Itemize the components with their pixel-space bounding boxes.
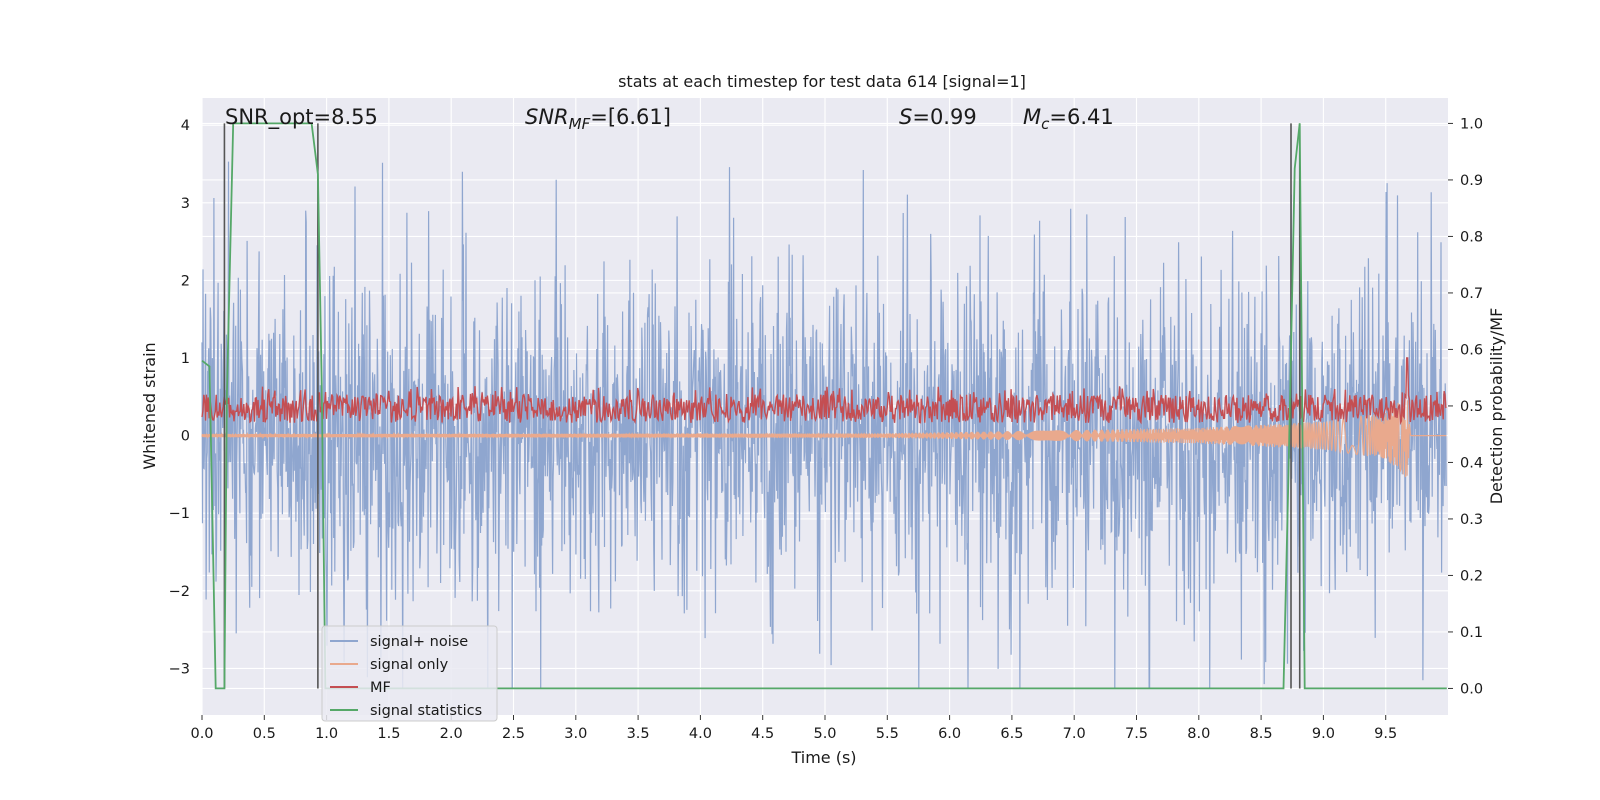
mc-sub: c (1041, 115, 1050, 133)
s-letter: S (899, 105, 912, 129)
y-axis-label-right: Detection probability/MF (1487, 308, 1506, 505)
x-tick-label-18: 9.0 (1312, 726, 1335, 742)
x-tick-label-7: 3.5 (627, 726, 650, 742)
mc-letter: M (1023, 105, 1041, 129)
x-tick-label-0: 0.0 (190, 726, 213, 742)
x-tick-label-15: 7.5 (1125, 726, 1148, 742)
y-right-tick-label-9: 0.9 (1460, 173, 1483, 189)
legend: signal+ noise signal only MF signal statist… (321, 625, 498, 722)
y-right-tick-label-8: 0.8 (1460, 229, 1483, 245)
legend-label-0: signal+ noise (370, 634, 468, 650)
series-mf (201, 357, 1447, 426)
annotation-s: S=0.99 (899, 105, 977, 129)
x-tick-label-1: 0.5 (253, 726, 276, 742)
y-left-tick-label-5: 2 (181, 273, 190, 289)
x-tick-label-19: 9.5 (1374, 726, 1397, 742)
legend-box (321, 625, 498, 722)
y-left-tick-label-3: 0 (181, 429, 190, 445)
legend-label-2: MF (370, 680, 391, 696)
y-right-tick-label-3: 0.3 (1460, 512, 1483, 528)
y-right-tick-label-2: 0.2 (1460, 568, 1483, 584)
annotation-mc: Mc=6.41 (1023, 105, 1114, 133)
x-tick-label-16: 8.0 (1187, 726, 1210, 742)
snr-mf-value: =[6.61] (590, 105, 671, 129)
y-right-tick-label-1: 0.1 (1460, 625, 1483, 641)
signal-statistics-line (201, 122, 1447, 690)
mf-line (201, 357, 1447, 426)
y-right-tick-label-7: 0.7 (1460, 286, 1483, 302)
x-tick-label-4: 2.0 (440, 726, 463, 742)
series-signal-statistics (201, 122, 1447, 690)
x-tick-label-9: 4.5 (751, 726, 774, 742)
legend-label-3: signal statistics (370, 703, 482, 719)
y-left-tick-label-0: −3 (169, 661, 190, 677)
y-left-tick-label-2: −1 (169, 506, 190, 522)
x-tick-label-2: 1.0 (315, 726, 338, 742)
y-left-tick-label-4: 1 (181, 351, 190, 367)
annotation-snr-opt: SNR_opt=8.55 (225, 105, 378, 130)
x-tick-label-6: 3.0 (564, 726, 587, 742)
chart-title: stats at each timestep for test data 614… (618, 72, 1026, 91)
x-tick-label-5: 2.5 (502, 726, 525, 742)
annotation-snr-mf: SNRMF=[6.61] (525, 105, 671, 133)
y-right-tick-label-6: 0.6 (1460, 342, 1483, 358)
s-value: =0.99 (912, 105, 976, 129)
snr-mf-base: SNR (525, 105, 569, 129)
x-tick-label-17: 8.5 (1250, 726, 1273, 742)
y-left-tick-label-1: −2 (169, 584, 190, 600)
y-right-tick-label-5: 0.5 (1460, 399, 1483, 415)
y-right-tick-label-0: 0.0 (1460, 681, 1483, 697)
y-left-tick-label-6: 3 (181, 196, 190, 212)
x-tick-label-3: 1.5 (377, 726, 400, 742)
x-tick-label-12: 6.0 (938, 726, 961, 742)
y-right-tick-label-10: 1.0 (1460, 116, 1483, 132)
y-left-tick-label-7: 4 (181, 118, 190, 134)
x-axis-label: Time (s) (790, 748, 856, 767)
series-signal-only (201, 397, 1447, 478)
x-tick-label-11: 5.5 (876, 726, 899, 742)
legend-label-1: signal only (370, 657, 449, 673)
mc-value: =6.41 (1049, 105, 1113, 129)
axis-ticks: 0.0 0.5 1.0 1.5 2.0 2.5 3.0 3.5 4.0 4.5 5.0 5.5 6.0 6… (169, 116, 1483, 742)
x-tick-label-8: 4.0 (689, 726, 712, 742)
y-right-tick-label-4: 0.4 (1460, 455, 1483, 471)
x-tick-label-13: 6.5 (1000, 726, 1023, 742)
x-tick-label-14: 7.0 (1063, 726, 1086, 742)
signal-only-line (201, 397, 1447, 478)
y-axis-label-left: Whitened strain (140, 342, 159, 469)
snr-mf-sub: MF (569, 115, 591, 133)
x-tick-label-10: 5.0 (813, 726, 836, 742)
